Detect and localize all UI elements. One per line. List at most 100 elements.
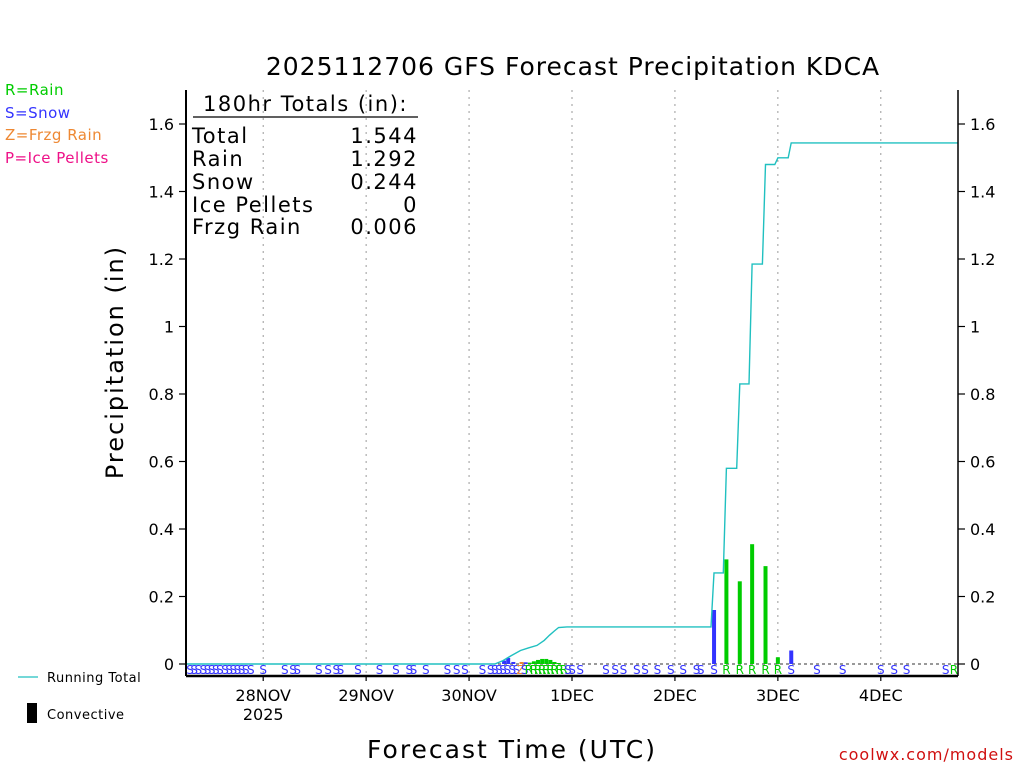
type-strip-letter: S xyxy=(289,663,297,677)
type-strip-letter: S xyxy=(230,663,238,677)
type-strip-letter: S xyxy=(247,663,255,677)
totals-label-frzg-rain: Frzg Rain xyxy=(192,215,302,239)
type-strip-letter: S xyxy=(667,663,675,677)
type-strip-letter: S xyxy=(942,663,950,677)
type-strip-letter: S xyxy=(576,663,584,677)
running-total-legend-label: Running Total xyxy=(47,671,141,686)
type-strip-letter: S xyxy=(406,663,414,677)
running-total-series xyxy=(186,142,958,665)
y-tick-label-left: 0.4 xyxy=(149,520,174,539)
type-strip-letter: S xyxy=(602,663,610,677)
y-tick-label-left: 0.8 xyxy=(149,385,174,404)
totals-value-rain: 1.292 xyxy=(350,147,418,171)
y-tick-label-right: 0.6 xyxy=(970,453,995,472)
type-strip-letter: S xyxy=(281,663,289,677)
legend-ice-pellets: P=Ice Pellets xyxy=(5,149,109,167)
precip-bar xyxy=(536,659,541,664)
y-tick-label-left: 0.6 xyxy=(149,453,174,472)
type-strip-letter: S xyxy=(238,663,246,677)
type-strip-letter: R xyxy=(542,663,550,677)
totals-label-total: Total xyxy=(191,124,249,148)
type-strip-letter: R xyxy=(538,663,546,677)
precip-bar xyxy=(789,650,794,664)
type-strip-letter: S xyxy=(479,663,487,677)
totals-header: 180hr Totals (in): xyxy=(203,92,408,116)
y-tick-label-right: 1.2 xyxy=(970,250,995,269)
precip-bar xyxy=(511,661,516,664)
y-tick-label-left: 1.2 xyxy=(149,250,174,269)
type-strip-letter: S xyxy=(190,663,198,677)
type-strip-letter: S xyxy=(654,663,662,677)
type-strip-letter: S xyxy=(200,663,208,677)
x-tick-label: 28NOV xyxy=(235,686,291,705)
y-tick-label-left: 1.4 xyxy=(149,183,174,202)
type-strip-letter: S xyxy=(410,663,418,677)
x-tick-label: 4DEC xyxy=(859,686,903,705)
convective-swatch xyxy=(27,703,37,723)
type-strip-letter: S xyxy=(195,663,203,677)
precip-bar xyxy=(506,657,511,664)
type-strip-letter: S xyxy=(337,663,345,677)
y-tick-label-left: 1.6 xyxy=(149,115,174,134)
type-strip-letter: Z xyxy=(516,663,524,677)
running-total-line xyxy=(186,142,958,665)
y-ticks: 0 0 0.2 0.2 0.4 0.4 0.6 0.6 0.8 0.8 1 1 1.2 1.2 1.4 1.4… xyxy=(149,115,996,674)
type-strip-letter: S xyxy=(513,663,521,677)
grid-lines xyxy=(186,90,958,676)
type-strip-letter: S xyxy=(234,663,242,677)
y-tick-label-right: 0.8 xyxy=(970,385,995,404)
precip-bar xyxy=(775,657,780,664)
precip-bar xyxy=(763,566,768,664)
type-strip-letter: S xyxy=(877,663,885,677)
type-strip-letter: S xyxy=(839,663,847,677)
precip-bar xyxy=(527,662,532,664)
type-strip-letter: R xyxy=(534,663,542,677)
type-strip-letter: S xyxy=(376,663,384,677)
type-strip-letter: S xyxy=(315,663,323,677)
type-strip-letter: S xyxy=(242,663,250,677)
precip-bar xyxy=(712,610,717,664)
type-strip-letter: S xyxy=(693,663,701,677)
type-strip-letter: S xyxy=(354,663,362,677)
y-tick-label-right: 0.2 xyxy=(970,588,995,607)
type-strip-letter: R xyxy=(525,663,533,677)
type-strip-letter: S xyxy=(487,663,495,677)
type-strip-letter: S xyxy=(679,663,687,677)
totals-box: 180hr Totals (in): Total 1.544 Rain 1.29… xyxy=(191,92,418,239)
type-strip-letter: R xyxy=(950,663,958,677)
totals-value-frzg-rain: 0.006 xyxy=(350,215,418,239)
type-strip-letter: S xyxy=(641,663,649,677)
series-legend: Running Total Convective xyxy=(18,671,141,723)
y-tick-label-right: 1.6 xyxy=(970,115,995,134)
type-strip-letter: S xyxy=(787,663,795,677)
type-strip-letter: S xyxy=(611,663,619,677)
x-tick-label: 3DEC xyxy=(756,686,800,705)
precip-bar xyxy=(750,544,755,664)
type-strip-letter: S xyxy=(221,663,229,677)
precip-bar xyxy=(519,661,524,664)
precip-bar xyxy=(724,559,729,664)
type-strip-letter: S xyxy=(332,663,340,677)
y-tick-label-left: 0.2 xyxy=(149,588,174,607)
totals-value-ice-pellets: 0 xyxy=(403,193,418,217)
type-strip-letter: S xyxy=(568,663,576,677)
type-strip-letter: S xyxy=(324,663,332,677)
totals-value-snow: 0.244 xyxy=(350,170,418,194)
type-strip-letter: R xyxy=(736,663,744,677)
type-strip-letter: S xyxy=(633,663,641,677)
x-tick-label: 29NOV xyxy=(338,686,394,705)
type-strip-letter: R xyxy=(530,663,538,677)
type-strip-letter: R xyxy=(546,663,554,677)
precip-bar xyxy=(556,662,561,664)
site-credit: coolwx.com/models xyxy=(838,745,1014,764)
type-strip-letter: R xyxy=(761,663,769,677)
y-tick-label-left: 1 xyxy=(164,318,174,337)
convective-legend-label: Convective xyxy=(47,708,125,723)
precip-bar xyxy=(502,660,507,664)
type-strip-letter: S xyxy=(890,663,898,677)
type-strip-letter: R xyxy=(560,663,568,677)
type-strip-letter: S xyxy=(392,663,400,677)
